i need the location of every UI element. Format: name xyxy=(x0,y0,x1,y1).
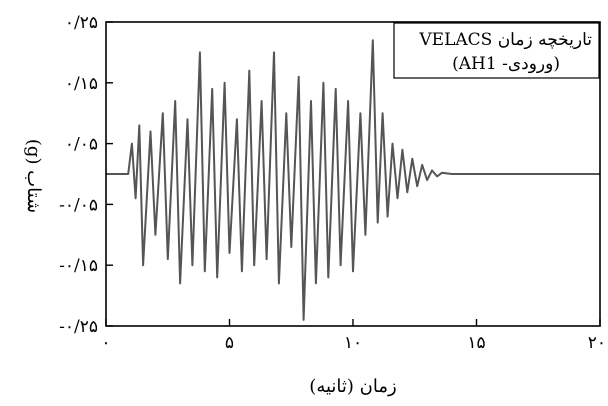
x-axis-title: زمان (ثانیه) xyxy=(309,376,396,397)
y-tick-label: ۰/۱۵ xyxy=(65,74,98,94)
x-tick-label: ۱۰ xyxy=(344,333,362,353)
legend-border xyxy=(393,22,600,79)
y-tick-labels: ۰/۲۵ ۰/۱۵ ۰/۰۵ -۰/۰۵ -۰/۱۵ -۰/۲۵ xyxy=(59,13,98,337)
x-tick-label: ۵ xyxy=(225,333,234,353)
y-tick-label: -۰/۲۵ xyxy=(59,317,98,337)
x-tick-labels: ۰ ۵ ۱۰ ۱۵ ۲۰ xyxy=(101,333,606,353)
legend-box: تاریخچه زمان VELACS (ورودی- AH1) xyxy=(393,22,600,79)
y-tick-label: -۰/۰۵ xyxy=(59,195,98,215)
y-tick-label: ۰/۲۵ xyxy=(65,13,98,33)
legend-line-1: تاریخچه زمان VELACS xyxy=(418,30,592,50)
x-tick-label: ۰ xyxy=(101,333,110,353)
plot-frame xyxy=(105,21,601,327)
x-tick-label: ۲۰ xyxy=(588,333,606,353)
y-tick-label: -۰/۱۵ xyxy=(59,256,98,276)
series-layer xyxy=(106,39,600,321)
series-line xyxy=(106,39,600,321)
x-tick-label: ۱۵ xyxy=(467,333,485,353)
legend-line-2: (ورودی- AH1) xyxy=(452,54,560,74)
y-axis-title: شتاب (g) xyxy=(23,139,44,213)
y-tick-label: ۰/۰۵ xyxy=(65,135,98,155)
